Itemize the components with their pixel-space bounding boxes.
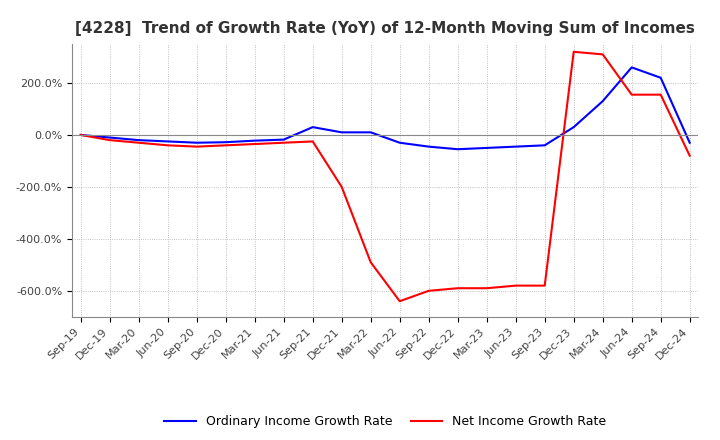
- Net Income Growth Rate: [105, 137, 114, 143]
- Net Income Growth Rate: [541, 283, 549, 288]
- Net Income Growth Rate: [308, 139, 317, 144]
- Net Income Growth Rate: [221, 143, 230, 148]
- Legend: Ordinary Income Growth Rate, Net Income Growth Rate: Ordinary Income Growth Rate, Net Income …: [159, 411, 611, 433]
- Ordinary Income Growth Rate: [598, 99, 607, 104]
- Net Income Growth Rate: [511, 283, 520, 288]
- Net Income Growth Rate: [424, 288, 433, 293]
- Ordinary Income Growth Rate: [685, 140, 694, 145]
- Ordinary Income Growth Rate: [482, 145, 491, 150]
- Net Income Growth Rate: [598, 52, 607, 57]
- Net Income Growth Rate: [627, 92, 636, 97]
- Net Income Growth Rate: [366, 260, 375, 265]
- Ordinary Income Growth Rate: [570, 125, 578, 130]
- Ordinary Income Growth Rate: [454, 147, 462, 152]
- Line: Net Income Growth Rate: Net Income Growth Rate: [81, 52, 690, 301]
- Net Income Growth Rate: [279, 140, 288, 145]
- Net Income Growth Rate: [454, 286, 462, 291]
- Ordinary Income Growth Rate: [541, 143, 549, 148]
- Net Income Growth Rate: [395, 299, 404, 304]
- Net Income Growth Rate: [685, 153, 694, 158]
- Net Income Growth Rate: [570, 49, 578, 55]
- Ordinary Income Growth Rate: [163, 139, 172, 144]
- Ordinary Income Growth Rate: [424, 144, 433, 149]
- Ordinary Income Growth Rate: [76, 132, 85, 138]
- Title: [4228]  Trend of Growth Rate (YoY) of 12-Month Moving Sum of Incomes: [4228] Trend of Growth Rate (YoY) of 12-…: [76, 21, 695, 36]
- Net Income Growth Rate: [657, 92, 665, 97]
- Ordinary Income Growth Rate: [135, 137, 143, 143]
- Ordinary Income Growth Rate: [221, 139, 230, 145]
- Ordinary Income Growth Rate: [105, 135, 114, 140]
- Ordinary Income Growth Rate: [279, 137, 288, 142]
- Ordinary Income Growth Rate: [627, 65, 636, 70]
- Net Income Growth Rate: [76, 132, 85, 138]
- Line: Ordinary Income Growth Rate: Ordinary Income Growth Rate: [81, 67, 690, 149]
- Ordinary Income Growth Rate: [192, 140, 201, 145]
- Ordinary Income Growth Rate: [657, 75, 665, 81]
- Ordinary Income Growth Rate: [395, 140, 404, 145]
- Ordinary Income Growth Rate: [338, 130, 346, 135]
- Ordinary Income Growth Rate: [251, 138, 259, 143]
- Ordinary Income Growth Rate: [511, 144, 520, 149]
- Ordinary Income Growth Rate: [366, 130, 375, 135]
- Ordinary Income Growth Rate: [308, 125, 317, 130]
- Net Income Growth Rate: [135, 140, 143, 145]
- Net Income Growth Rate: [482, 286, 491, 291]
- Net Income Growth Rate: [251, 141, 259, 147]
- Net Income Growth Rate: [163, 143, 172, 148]
- Net Income Growth Rate: [192, 144, 201, 149]
- Net Income Growth Rate: [338, 184, 346, 190]
